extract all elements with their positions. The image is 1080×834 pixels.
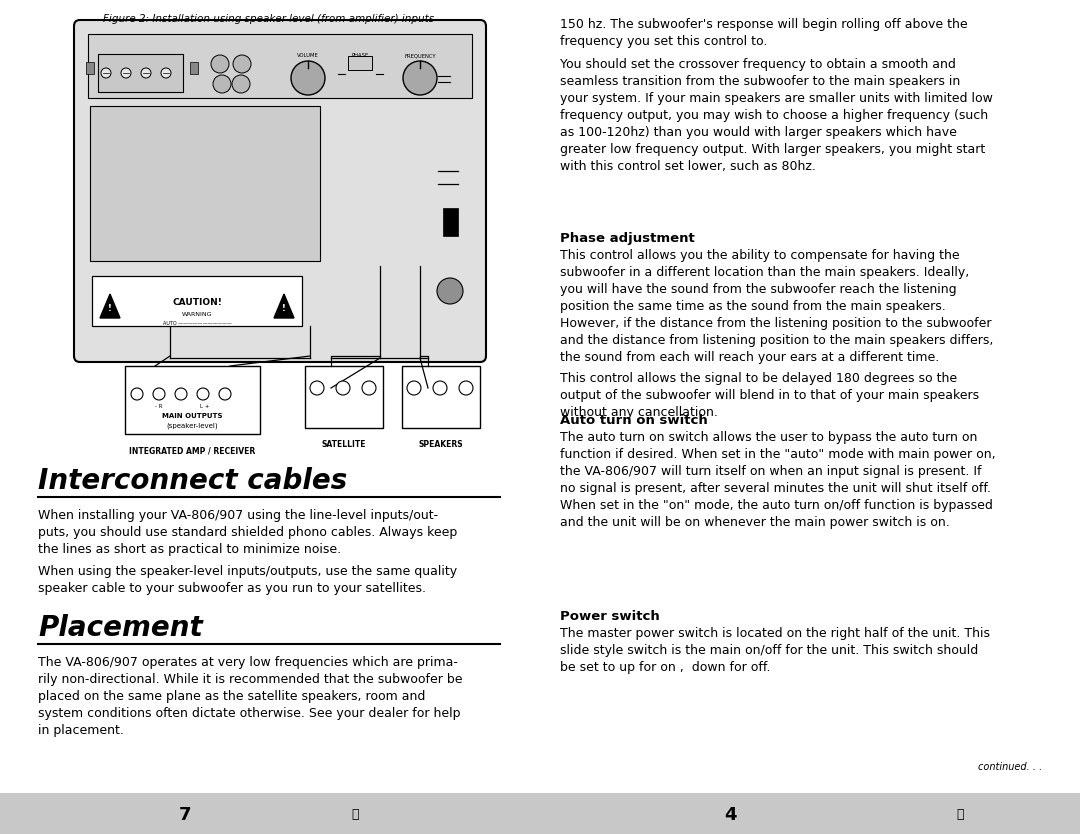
Circle shape [102,68,111,78]
Circle shape [211,55,229,73]
Bar [98,54,183,92]
Circle shape [197,388,210,400]
Bar [0,793,1080,834]
Circle shape [291,61,325,95]
Text: Placement: Placement [38,614,203,642]
Text: This control allows you the ability to compensate for having the
subwoofer in a : This control allows you the ability to c… [561,249,994,364]
Text: 150 hz. The subwoofer's response will begin rolling off above the
frequency you : 150 hz. The subwoofer's response will be… [561,18,968,48]
Text: FREQUENCY: FREQUENCY [404,53,436,58]
Text: The master power switch is located on the right half of the unit. This
slide sty: The master power switch is located on th… [561,627,990,674]
Bar [125,366,260,434]
Text: INTEGRATED AMP / RECEIVER: INTEGRATED AMP / RECEIVER [130,446,256,455]
Text: SATELLITE: SATELLITE [322,440,366,449]
Circle shape [433,381,447,395]
Bar [86,62,94,74]
Text: Power switch: Power switch [561,610,660,623]
Text: Interconnect cables: Interconnect cables [38,467,348,495]
Text: The VA-806/907 operates at very low frequencies which are prima-
rily non-direct: The VA-806/907 operates at very low freq… [38,656,462,737]
Circle shape [336,381,350,395]
Circle shape [403,61,437,95]
Text: !: ! [108,304,112,313]
Text: AUTO ———————————: AUTO ——————————— [163,320,231,325]
Text: You should set the crossover frequency to obtain a smooth and
seamless transitio: You should set the crossover frequency t… [561,58,993,173]
Text: VOLUME: VOLUME [297,53,319,58]
Text: When using the speaker-level inputs/outputs, use the same quality
speaker cable : When using the speaker-level inputs/outp… [38,565,457,595]
Bar [402,366,480,428]
Text: WARNING: WARNING [181,312,213,316]
Polygon shape [100,294,120,318]
Circle shape [232,75,249,93]
Bar [305,366,383,428]
Circle shape [153,388,165,400]
Circle shape [362,381,376,395]
Circle shape [213,75,231,93]
Text: L +: L + [200,404,210,409]
Circle shape [121,68,131,78]
Text: CAUTION!: CAUTION! [172,298,221,307]
Circle shape [161,68,171,78]
Text: - R: - R [156,404,163,409]
Circle shape [141,68,151,78]
Text: The auto turn on switch allows the user to bypass the auto turn on
function if d: The auto turn on switch allows the user … [561,431,996,529]
Circle shape [437,278,463,304]
Circle shape [407,381,421,395]
Text: MAIN OUTPUTS: MAIN OUTPUTS [162,413,222,419]
Text: Figure 2: Installation using speaker-level (from amplifier) inputs: Figure 2: Installation using speaker-lev… [104,14,434,24]
Circle shape [310,381,324,395]
Text: 📖: 📖 [956,808,963,821]
Circle shape [219,388,231,400]
Bar [190,62,198,74]
Bar [348,56,372,70]
Bar [90,106,320,261]
Circle shape [175,388,187,400]
Text: When installing your VA-806/907 using the line-level inputs/out-
puts, you shoul: When installing your VA-806/907 using th… [38,509,457,556]
Bar [92,276,302,326]
Text: 📖: 📖 [351,808,359,821]
Text: (speaker-level): (speaker-level) [166,423,218,430]
Text: 4: 4 [724,806,737,825]
Text: PHASE: PHASE [351,53,368,58]
Text: 7: 7 [179,806,191,825]
Circle shape [459,381,473,395]
Bar [443,208,458,236]
Bar [87,34,472,98]
Text: This control allows the signal to be delayed 180 degrees so the
output of the su: This control allows the signal to be del… [561,372,980,419]
Text: continued. . .: continued. . . [977,762,1042,772]
Circle shape [131,388,143,400]
Text: !: ! [282,304,286,313]
Text: SPEAKERS: SPEAKERS [419,440,463,449]
Text: Phase adjustment: Phase adjustment [561,232,694,245]
Circle shape [233,55,251,73]
FancyBboxPatch shape [75,20,486,362]
Text: Auto turn on switch: Auto turn on switch [561,414,707,427]
Polygon shape [274,294,294,318]
